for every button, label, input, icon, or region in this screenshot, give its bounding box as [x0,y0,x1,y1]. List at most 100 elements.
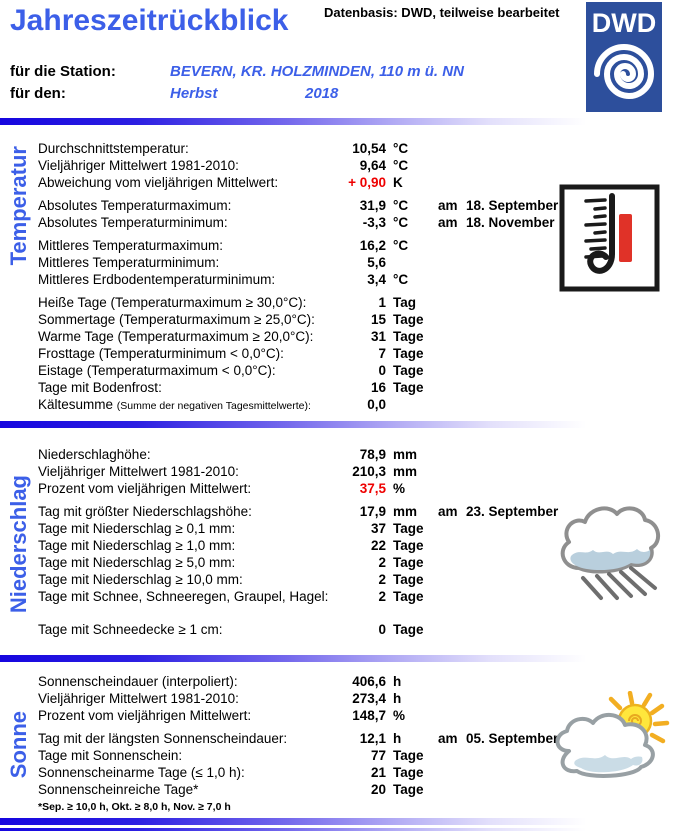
row-date: am 23. September [424,503,558,520]
row-unit: % [393,708,406,723]
data-row: Tage mit Schneedecke ≥ 1 cm: 0 Tage [38,621,558,638]
row-unit: Tage [393,555,424,570]
row-unit: mm [393,464,418,479]
station-label: für die Station: [10,63,116,80]
row-date [424,571,558,588]
section-title-niederschlag: Niederschlag [6,475,31,614]
data-row: Abweichung vom vieljährigen Mittelwert: +… [38,174,558,191]
row-value: 16,2 [359,238,386,253]
row-unit: °C [393,238,409,253]
row-value: 77 [370,748,386,763]
row-group: Tag mit größter Niederschlagshöhe: 17,9 mm… [38,503,558,605]
row-value: 0,0 [367,397,386,412]
row-date-value: 23. September [466,504,559,519]
row-value: 273,4 [352,691,386,706]
sun-cloud-icon [545,691,678,801]
row-date [424,379,558,396]
row-date [424,781,558,798]
rain-cloud-icon [548,486,670,608]
row-value: 10,54 [352,141,386,156]
row-date [424,140,558,157]
row-date [424,690,558,707]
data-row: Niederschlaghöhe: 78,9 mm [38,446,558,463]
row-unit: °C [393,198,409,213]
datasource-note: Datenbasis: DWD, teilweise bearbeitet [324,5,560,20]
row-value: 16 [370,380,386,395]
row-value: + 0,90 [348,175,386,190]
data-row: Sonnenscheindauer (interpoliert): 406,6 h [38,673,558,690]
row-date [424,254,558,271]
row-label: Durchschnittstemperatur: [38,141,189,156]
row-label: Tag mit der längsten Sonnenscheindauer: [38,731,288,746]
row-label: Heiße Tage (Temperaturmaximum ≥ 30,0°C): [38,295,307,310]
section-rows-temperatur: Durchschnittstemperatur: 10,54 °C Vieljähri… [38,140,558,415]
data-row: Tage mit Niederschlag ≥ 1,0 mm: 22 Tage [38,537,558,554]
data-row: Tag mit der längsten Sonnenscheindauer: 1… [38,730,558,747]
row-unit: Tage [393,329,424,344]
row-label: Prozent vom vieljährigen Mittelwert: [38,481,252,496]
section-divider-bar [0,421,682,428]
section-temperatur: Temperatur Durchschnittstemperatur: 10,54… [0,128,682,421]
row-date [424,328,558,345]
row-unit: mm [393,447,418,462]
row-label: Tage mit Schnee, Schneeregen, Graupel, H… [38,589,329,604]
data-row: Eistage (Temperaturmaximum < 0,0°C): 0 Tag… [38,362,558,379]
row-value: -3,3 [362,215,386,230]
row-value: 78,9 [359,447,386,462]
row-label: Tage mit Bodenfrost: [38,380,162,395]
row-date [424,673,558,690]
row-unit: Tage [393,748,424,763]
row-unit: Tage [393,765,424,780]
row-label: Sommertage (Temperaturmaximum ≥ 25,0°C): [38,312,315,327]
period-row: für den: Herbst 2018 [10,85,338,102]
row-unit: °C [393,141,409,156]
row-date-value: 18. November [466,215,555,230]
row-unit: Tage [393,363,424,378]
section-rows-niederschlag: Niederschlaghöhe: 78,9 mm Vieljähriger Mitt… [38,446,558,638]
row-date [424,747,558,764]
row-unit: Tage [393,346,424,361]
data-row: Tage mit Niederschlag ≥ 10,0 mm: 2 Tage [38,571,558,588]
row-label-note: (Summe der negativen Tagesmittelwerte): [116,400,311,412]
row-date [424,174,558,191]
row-unit [386,254,424,271]
row-unit: h [393,691,402,706]
period-year: 2018 [305,85,339,102]
row-date [424,621,558,638]
data-row: Durchschnittstemperatur: 10,54 °C [38,140,558,157]
row-value: 2 [378,589,386,604]
data-row: Sonnenscheinarme Tage (≤ 1,0 h): 21 Tage [38,764,558,781]
row-unit: h [393,731,402,746]
row-unit: Tage [393,521,424,536]
row-label: Tage mit Niederschlag ≥ 5,0 mm: [38,555,236,570]
data-row: Sonnenscheinreiche Tage* 20 Tage [38,781,558,798]
section-title-temperatur: Temperatur [6,146,31,266]
row-date-prefix: am [438,504,458,519]
row-value: 21 [370,765,386,780]
row-label: Vieljähriger Mittelwert 1981-2010: [38,158,239,173]
row-date-value: 18. September [466,198,559,213]
page-title: Jahreszeitrückblick [10,4,289,37]
row-label: Tage mit Niederschlag ≥ 0,1 mm: [38,521,236,536]
row-date [424,294,558,311]
row-value: 0 [378,363,386,378]
row-date [424,311,558,328]
row-group: Niederschlaghöhe: 78,9 mm Vieljähriger Mitt… [38,446,558,497]
row-unit: mm [393,504,418,519]
data-row: Warme Tage (Temperaturmaximum ≥ 20,0°C):… [38,328,558,345]
row-unit: % [393,481,406,496]
station-row: für die Station: BEVERN, KR. HOLZMINDEN, … [10,63,464,80]
row-unit: Tage [393,312,424,327]
data-row: Heiße Tage (Temperaturmaximum ≥ 30,0°C):… [38,294,558,311]
row-date [424,537,558,554]
data-row: Vieljähriger Mittelwert 1981-2010: 273,4 h [38,690,558,707]
row-unit: °C [393,215,409,230]
section-divider-bar [0,118,682,125]
period-label: für den: [10,85,66,102]
row-value: 210,3 [352,464,386,479]
row-value: 31 [370,329,386,344]
row-label: Mittleres Temperaturminimum: [38,255,220,270]
row-unit: Tage [393,380,424,395]
row-label: Mittleres Erdbodentemperaturminimum: [38,272,276,287]
row-unit: Tag [393,295,416,310]
